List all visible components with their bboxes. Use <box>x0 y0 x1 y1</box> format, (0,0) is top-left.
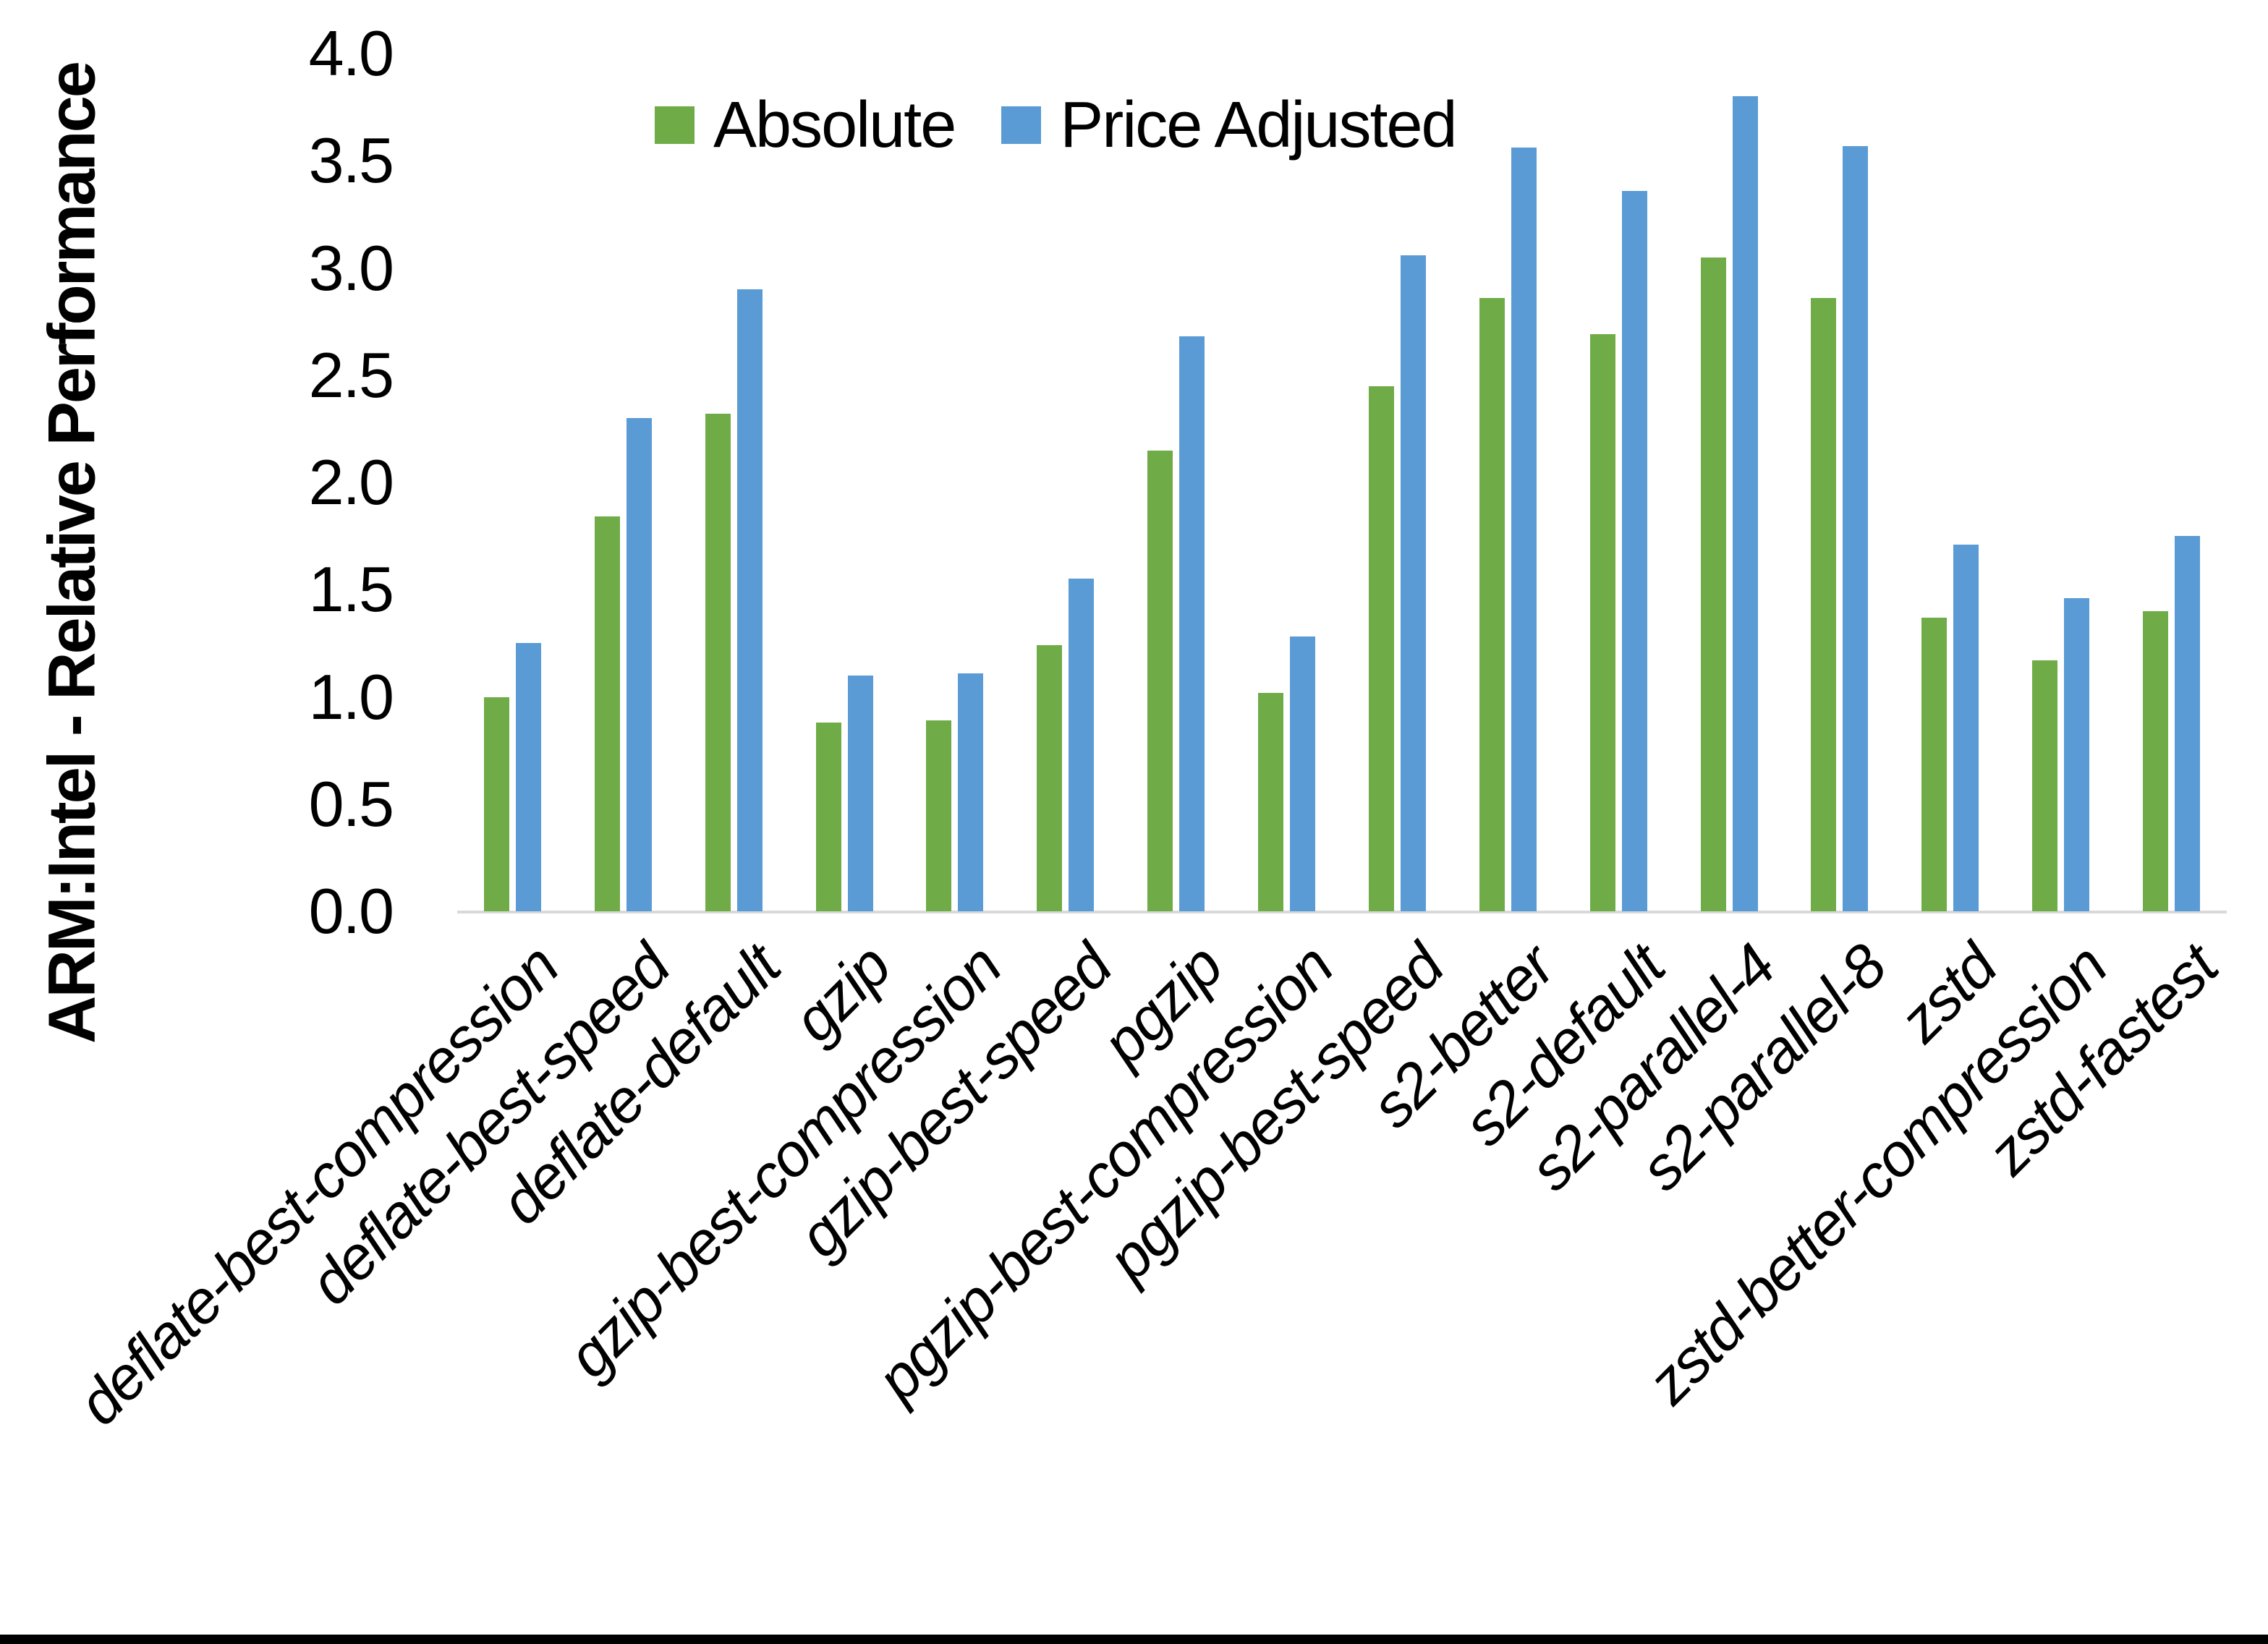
bar-group-deflate-best-speed <box>568 54 679 911</box>
bar-price-adjusted-deflate-best-speed <box>626 418 652 911</box>
y-tick-label: 2.5 <box>308 338 394 411</box>
y-axis-title: ARM:Intel - Relative Performance <box>35 63 109 1044</box>
bar-absolute-zstd-better-compression <box>2032 660 2058 911</box>
bar-group-s2-parallel-8 <box>1785 54 1895 911</box>
bar-group-pgzip <box>1121 54 1231 911</box>
bar-price-adjusted-gzip-best-speed <box>1069 579 1095 911</box>
bar-price-adjusted-s2-parallel-4 <box>1732 96 1758 911</box>
bar-absolute-s2-parallel-8 <box>1811 298 1837 911</box>
bar-absolute-deflate-best-speed <box>594 516 620 911</box>
bar-group-zstd-fastest <box>2116 54 2227 911</box>
y-tick-label: 0.0 <box>308 875 394 947</box>
bar-price-adjusted-s2-parallel-8 <box>1843 145 1869 911</box>
bar-price-adjusted-zstd <box>1953 545 1979 911</box>
bar-absolute-s2-better <box>1479 298 1505 911</box>
plot-area <box>457 54 2227 913</box>
bar-absolute-s2-default <box>1589 334 1615 911</box>
x-axis-line <box>457 911 2227 913</box>
bar-absolute-pgzip <box>1147 450 1173 911</box>
y-tick-label: 0.5 <box>308 767 394 840</box>
y-tick-label: 3.5 <box>308 124 394 197</box>
bar-price-adjusted-zstd-better-compression <box>2064 598 2090 911</box>
bar-absolute-deflate-default <box>705 414 731 911</box>
bar-absolute-zstd <box>1921 617 1948 911</box>
bar-group-deflate-best-compression <box>457 54 568 911</box>
bar-price-adjusted-pgzip-best-speed <box>1400 255 1426 911</box>
bar-group-zstd-better-compression <box>2005 54 2116 911</box>
bar-group-pgzip-best-speed <box>1342 54 1453 911</box>
bar-price-adjusted-deflate-best-compression <box>515 643 541 911</box>
legend-label: Price Adjusted <box>1060 89 1457 161</box>
bar-group-pgzip-best-compression <box>1231 54 1342 911</box>
legend-swatch-icon <box>1001 106 1042 144</box>
legend-swatch-icon <box>655 106 695 144</box>
bar-absolute-gzip-best-compression <box>926 720 952 911</box>
bar-absolute-deflate-best-compression <box>483 697 509 911</box>
y-tick-label: 1.0 <box>308 660 394 733</box>
bar-absolute-s2-parallel-4 <box>1700 257 1726 911</box>
bar-price-adjusted-s2-better <box>1511 148 1537 911</box>
legend-item-0: Absolute <box>655 89 956 161</box>
bar-absolute-gzip-best-speed <box>1037 645 1063 911</box>
bar-price-adjusted-zstd-fastest <box>2175 536 2201 911</box>
bar-absolute-gzip <box>815 723 841 911</box>
legend-label: Absolute <box>713 89 956 161</box>
bar-group-gzip-best-speed <box>1010 54 1121 911</box>
y-tick-label: 3.0 <box>308 231 394 304</box>
legend-item-1: Price Adjusted <box>1001 89 1458 161</box>
bar-group-gzip <box>789 54 900 911</box>
bar-group-s2-default <box>1563 54 1674 911</box>
y-tick-label: 4.0 <box>308 17 394 89</box>
bar-group-s2-parallel-4 <box>1674 54 1785 911</box>
bottom-border <box>0 1635 2268 1644</box>
bar-price-adjusted-gzip <box>847 675 873 911</box>
bar-absolute-pgzip-best-speed <box>1368 386 1394 911</box>
bar-group-deflate-default <box>679 54 789 911</box>
y-tick-label: 2.0 <box>308 446 394 518</box>
bar-group-gzip-best-compression <box>900 54 1011 911</box>
legend: Absolute Price Adjusted <box>655 85 1458 165</box>
y-tick-label: 1.5 <box>308 553 394 626</box>
bar-price-adjusted-pgzip-best-compression <box>1290 636 1316 911</box>
bar-group-zstd <box>1895 54 2005 911</box>
bar-absolute-pgzip-best-compression <box>1258 692 1284 911</box>
bar-price-adjusted-gzip-best-compression <box>958 673 984 911</box>
bar-price-adjusted-pgzip <box>1179 336 1205 911</box>
bar-price-adjusted-s2-default <box>1621 190 1647 911</box>
bar-price-adjusted-deflate-default <box>736 289 763 911</box>
bar-group-s2-better <box>1453 54 1563 911</box>
bar-absolute-zstd-fastest <box>2143 610 2169 911</box>
